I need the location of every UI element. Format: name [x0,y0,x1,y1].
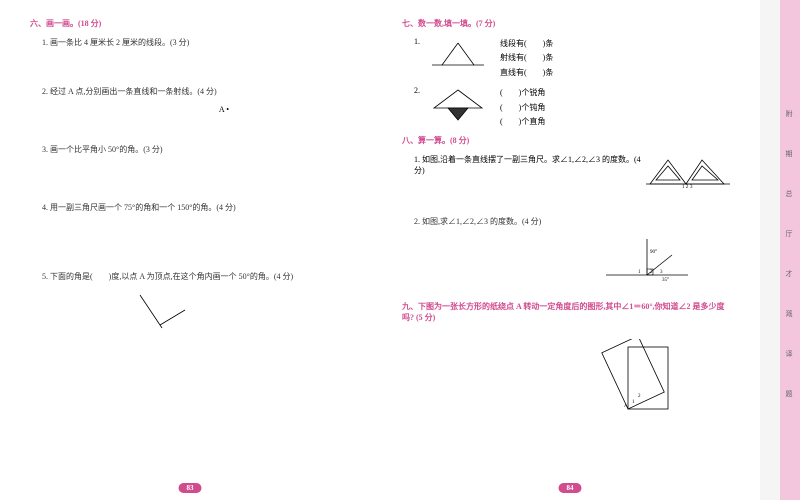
rotated-rect-figure: A 1 2 [582,339,682,419]
side-char-6: 译 [784,350,794,357]
angle-figure [130,290,190,330]
triangle-ruler-figure: 1 2 3 [646,154,730,190]
item2-num: 2. [414,86,428,95]
item2-line1: ( )个锐角 [500,86,545,100]
svg-text:90°: 90° [650,250,657,255]
q6-4: 4. 用一副三角尺画一个 75°的角和一个 150°的角。(4 分) [30,202,358,215]
point-a-label: A • [30,105,358,114]
section-7-title: 七、数一数,填一填。(7 分) [402,18,730,29]
right-page: 七、数一数,填一填。(7 分) 1. 线段有( )条 射线有( )条 直线有( … [380,0,760,500]
item1-line2: 射线有( )条 [500,51,553,65]
triangle-shape-figure [428,86,488,124]
left-page: 六、画一画。(18 分) 1. 画一条比 4 厘米长 2 厘米的线段。(3 分)… [0,0,380,500]
spacer [30,114,358,144]
item2-line3: ( )个直角 [500,115,545,129]
s8-q1: 1. 如图,沿着一条直线摆了一副三角尺。求∠1,∠2,∠3 的度数。(4 分) … [402,154,730,190]
page-number-right: 84 [559,483,582,492]
side-char-0: 附 [784,110,794,117]
page-num-pill: 83 [179,483,202,493]
spacer [402,196,730,216]
spacer [30,56,358,86]
item1-line1: 线段有( )条 [500,37,553,51]
svg-text:3: 3 [690,185,693,190]
side-tab [780,0,800,500]
item2-text: ( )个锐角 ( )个钝角 ( )个直角 [500,86,545,129]
side-char-4: 才 [784,270,794,277]
s7-item2: 2. ( )个锐角 ( )个钝角 ( )个直角 [402,86,730,129]
section-8-title: 八、算一算。(8 分) [402,135,730,146]
q6-3: 3. 画一个比平角小 50°的角。(3 分) [30,144,358,157]
q6-2: 2. 经过 A 点,分别画出一条直线和一条射线。(4 分) [30,86,358,99]
svg-text:35°: 35° [662,278,669,283]
spacer [30,162,358,202]
svg-text:1 2: 1 2 [682,185,689,190]
item1-text: 线段有( )条 射线有( )条 直线有( )条 [500,37,553,80]
item1-num: 1. [414,37,428,46]
svg-text:1: 1 [638,270,641,275]
item2-line2: ( )个钝角 [500,101,545,115]
s7-item1: 1. 线段有( )条 射线有( )条 直线有( )条 [402,37,730,80]
section-6-title: 六、画一画。(18 分) [30,18,358,29]
side-char-2: 总 [784,190,794,197]
q6-5: 5. 下面的角是( )度,以点 A 为顶点,在这个角内画一个 50°的角。(4 … [30,271,358,284]
page-number-left: 83 [179,483,202,492]
side-char-3: 厅 [784,230,794,237]
section-9-title: 九、下图为一张长方形的纸绕点 A 转动一定角度后的图形,其中∠1＝60°,你知道… [402,301,730,323]
svg-text:3: 3 [660,270,663,275]
item1-line3: 直线有( )条 [500,66,553,80]
page-num-pill: 84 [559,483,582,493]
q6-1: 1. 画一条比 4 厘米长 2 厘米的线段。(3 分) [30,37,358,50]
side-char-7: 题 [784,390,794,397]
s8-q2-text: 2. 如图,求∠1,∠2,∠3 的度数。(4 分) [402,216,730,229]
spacer [30,221,358,271]
svg-text:A: A [624,404,628,409]
side-char-1: 期 [784,150,794,157]
s8-q1-text: 1. 如图,沿着一条直线摆了一副三角尺。求∠1,∠2,∠3 的度数。(4 分) [414,154,646,176]
triangle-lines-figure [428,37,488,71]
angle-90-figure: 90° 1 2 3 35° [602,235,692,291]
svg-text:2: 2 [638,394,641,399]
side-char-5: 溉 [784,310,794,317]
svg-text:1: 1 [632,400,635,405]
